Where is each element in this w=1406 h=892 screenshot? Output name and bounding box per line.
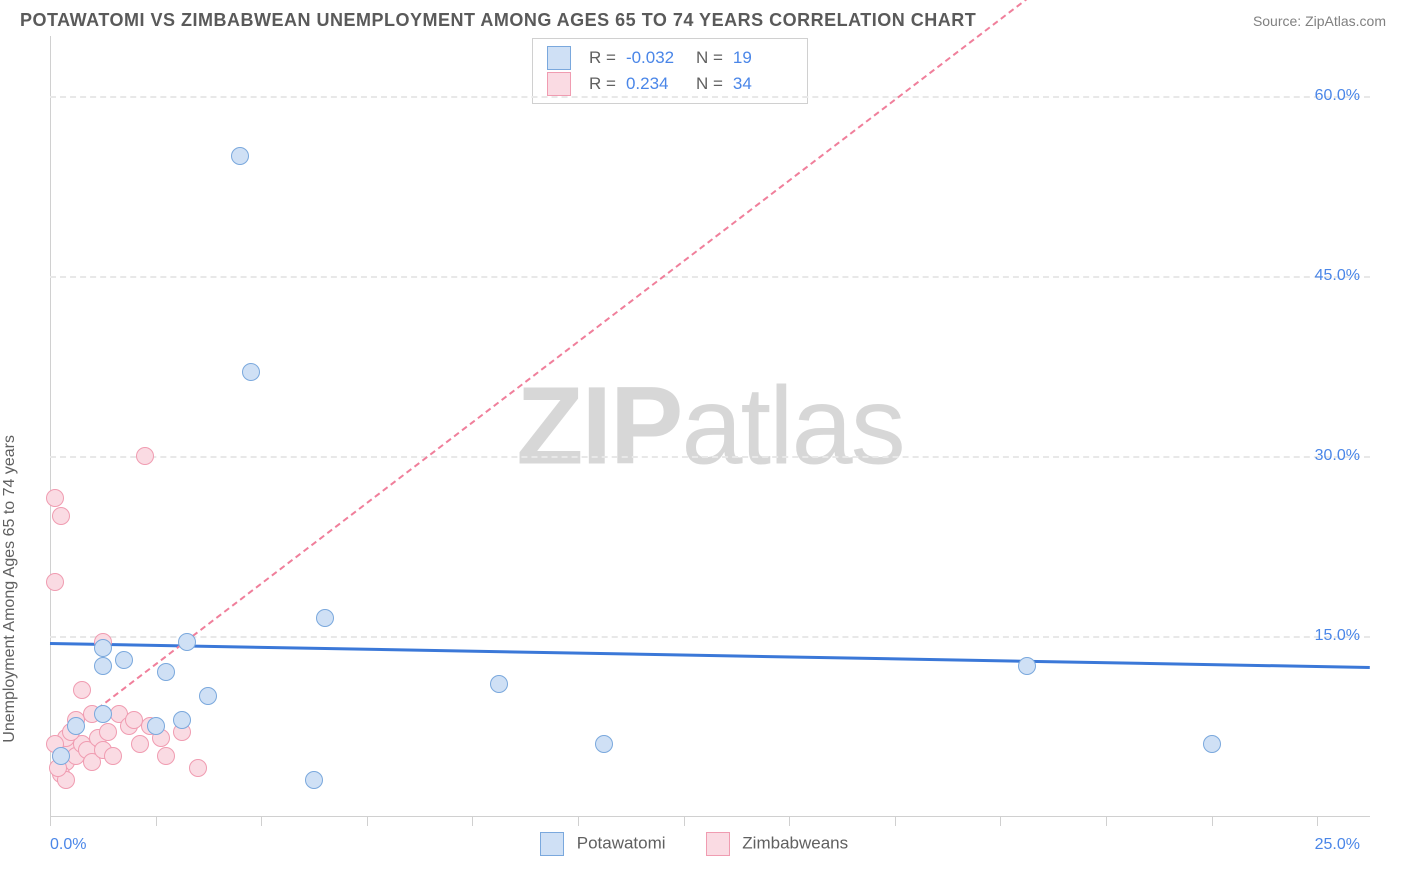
- legend-swatch-zimbabweans: [706, 832, 730, 856]
- r-label: R =: [589, 71, 616, 97]
- watermark-bold: ZIP: [516, 365, 681, 488]
- bottom-legend: Potawatomi Zimbabweans: [540, 832, 848, 856]
- data-point: [157, 663, 175, 681]
- n-label: N =: [696, 71, 723, 97]
- y-tick-label: 45.0%: [1315, 267, 1360, 285]
- grid-line: [50, 636, 1370, 638]
- data-point: [115, 651, 133, 669]
- chart-title: POTAWATOMI VS ZIMBABWEAN UNEMPLOYMENT AM…: [20, 10, 976, 31]
- watermark-light: atlas: [681, 365, 903, 488]
- legend-label-potawatomi: Potawatomi: [577, 833, 666, 852]
- r-value-zimbabweans: 0.234: [626, 71, 686, 97]
- n-label: N =: [696, 45, 723, 71]
- data-point: [52, 747, 70, 765]
- x-tick: [472, 816, 473, 826]
- data-point: [46, 489, 64, 507]
- data-point: [595, 735, 613, 753]
- data-point: [52, 507, 70, 525]
- stats-row-potawatomi: R = -0.032 N = 19: [547, 45, 793, 71]
- data-point: [94, 657, 112, 675]
- data-point: [305, 771, 323, 789]
- x-end-label: 25.0%: [1315, 836, 1360, 854]
- r-label: R =: [589, 45, 616, 71]
- data-point: [231, 147, 249, 165]
- data-point: [490, 675, 508, 693]
- plot-area: ZIPatlas R = -0.032 N = 19 R = 0.234 N =…: [50, 36, 1370, 816]
- n-value-zimbabweans: 34: [733, 71, 793, 97]
- y-axis-line: [50, 36, 51, 816]
- swatch-zimbabweans: [547, 72, 571, 96]
- x-tick: [684, 816, 685, 826]
- data-point: [67, 717, 85, 735]
- y-tick-label: 30.0%: [1315, 447, 1360, 465]
- x-axis-line: [50, 816, 1370, 817]
- data-point: [94, 639, 112, 657]
- n-value-potawatomi: 19: [733, 45, 793, 71]
- legend-item-zimbabweans: Zimbabweans: [706, 832, 849, 856]
- data-point: [147, 717, 165, 735]
- x-tick: [367, 816, 368, 826]
- legend-label-zimbabweans: Zimbabweans: [742, 833, 848, 852]
- trend-line-potawatomi: [50, 642, 1370, 669]
- x-tick: [156, 816, 157, 826]
- data-point: [316, 609, 334, 627]
- x-tick: [1212, 816, 1213, 826]
- x-tick: [1317, 816, 1318, 826]
- data-point: [131, 735, 149, 753]
- data-point: [173, 711, 191, 729]
- data-point: [73, 681, 91, 699]
- stats-row-zimbabweans: R = 0.234 N = 34: [547, 71, 793, 97]
- x-tick: [578, 816, 579, 826]
- data-point: [178, 633, 196, 651]
- data-point: [157, 747, 175, 765]
- grid-line: [50, 456, 1370, 458]
- data-point: [1203, 735, 1221, 753]
- stats-legend-box: R = -0.032 N = 19 R = 0.234 N = 34: [532, 38, 808, 104]
- legend-item-potawatomi: Potawatomi: [540, 832, 666, 856]
- x-tick: [1106, 816, 1107, 826]
- chart-container: Unemployment Among Ages 65 to 74 years Z…: [50, 36, 1370, 816]
- data-point: [136, 447, 154, 465]
- watermark: ZIPatlas: [516, 363, 903, 490]
- data-point: [199, 687, 217, 705]
- data-point: [46, 573, 64, 591]
- x-tick: [1000, 816, 1001, 826]
- swatch-potawatomi: [547, 46, 571, 70]
- x-tick: [895, 816, 896, 826]
- y-tick-label: 15.0%: [1315, 627, 1360, 645]
- data-point: [104, 747, 122, 765]
- data-point: [94, 705, 112, 723]
- legend-swatch-potawatomi: [540, 832, 564, 856]
- y-tick-label: 60.0%: [1315, 87, 1360, 105]
- r-value-potawatomi: -0.032: [626, 45, 686, 71]
- x-tick: [50, 816, 51, 826]
- data-point: [242, 363, 260, 381]
- x-origin-label: 0.0%: [50, 836, 86, 854]
- x-tick: [789, 816, 790, 826]
- grid-line: [50, 276, 1370, 278]
- data-point: [125, 711, 143, 729]
- x-tick: [261, 816, 262, 826]
- source-attribution: Source: ZipAtlas.com: [1253, 13, 1386, 29]
- data-point: [189, 759, 207, 777]
- data-point: [99, 723, 117, 741]
- data-point: [1018, 657, 1036, 675]
- grid-line: [50, 96, 1370, 98]
